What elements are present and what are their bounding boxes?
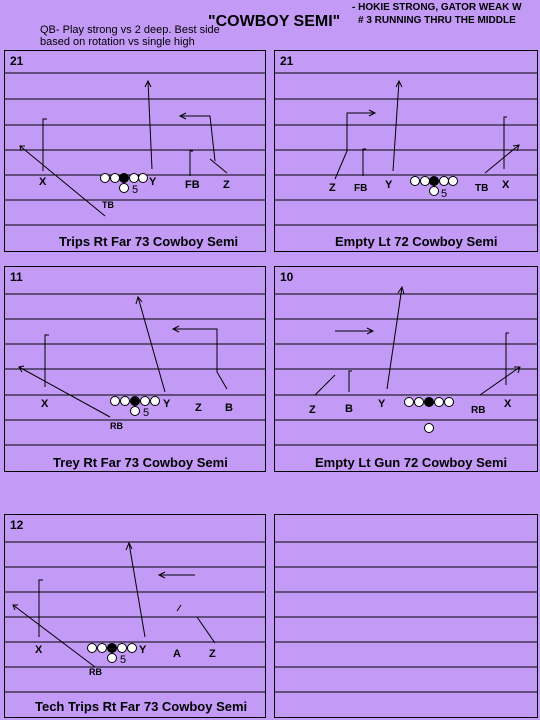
player-label: TB <box>102 200 114 210</box>
player-label: X <box>35 644 43 656</box>
player-label: RB <box>110 421 123 431</box>
player-label: TB <box>475 183 488 194</box>
play-title: Trey Rt Far 73 Cowboy Semi <box>53 455 228 470</box>
play-diagram-4: Z B Y RB X <box>275 285 537 446</box>
play-panel-1: X 5 Y FB Z TB 21 Trips Rt Far 73 Cowboy … <box>4 50 266 252</box>
play-number: 12 <box>10 518 24 532</box>
play-panel-4: Z B Y RB X 10 Empty Lt Gun 72 Cowboy Sem… <box>274 266 538 472</box>
play-panel-5: X 5 Y A Z RB 12 Tech Trips Rt Far 73 Cow… <box>4 514 266 718</box>
player-label: 5 <box>120 654 126 666</box>
header-note-1: - HOKIE STRONG, GATOR WEAK W <box>352 2 522 13</box>
play-panel-6 <box>274 514 538 718</box>
player-label: X <box>504 398 512 410</box>
play-diagram-6 <box>275 541 537 693</box>
player-label: 5 <box>143 407 149 419</box>
player-label: FB <box>185 179 200 191</box>
play-diagram-5: X 5 Y A Z RB <box>5 541 265 693</box>
play-title: Tech Trips Rt Far 73 Cowboy Semi <box>35 699 248 714</box>
player-label: 5 <box>441 188 447 200</box>
play-panel-2: Z FB Y 5 TB X 21 Empty Lt 72 Cowboy Semi <box>274 50 538 252</box>
play-title: Trips Rt Far 73 Cowboy Semi <box>59 234 239 249</box>
play-diagram-2: Z FB Y 5 TB X <box>275 72 537 226</box>
play-panel-3: X 5 Y Z B RB 11 Trey Rt Far 73 Cowboy Se… <box>4 266 266 472</box>
player-label: 5 <box>132 184 138 196</box>
player-label: X <box>39 176 47 188</box>
play-number: 10 <box>280 270 294 284</box>
player-label: Y <box>378 398 386 410</box>
player-label: X <box>502 179 510 191</box>
header-note-2: # 3 RUNNING THRU THE MIDDLE <box>358 15 516 26</box>
player-label: Z <box>209 648 216 660</box>
play-number: 21 <box>10 54 24 68</box>
play-number: 11 <box>10 270 23 284</box>
player-label: Z <box>309 404 316 416</box>
qb-note-1: QB- Play strong vs 2 deep. Best side <box>40 24 220 36</box>
player-label: X <box>41 398 49 410</box>
player-label: RB <box>89 667 102 677</box>
player-label: Y <box>385 179 393 191</box>
player-label: Z <box>223 179 230 191</box>
player-label: B <box>345 403 353 415</box>
player-label: Y <box>139 644 147 656</box>
player-label: Z <box>329 182 336 194</box>
player-label: B <box>225 402 233 414</box>
play-diagram-3: X 5 Y Z B RB <box>5 293 265 446</box>
play-number: 21 <box>280 54 294 68</box>
qb-note-2: based on rotation vs single high <box>40 36 195 48</box>
player-label: Y <box>149 176 157 188</box>
player-label: FB <box>354 183 367 194</box>
play-title: Empty Lt 72 Cowboy Semi <box>335 234 498 249</box>
player-label: Z <box>195 402 202 414</box>
player-label: RB <box>471 405 485 416</box>
play-diagram-1: X 5 Y FB Z TB <box>5 72 265 226</box>
play-title: Empty Lt Gun 72 Cowboy Semi <box>315 455 508 470</box>
player-label: Y <box>163 398 171 410</box>
page-title: "COWBOY SEMI" <box>208 13 341 30</box>
player-label: A <box>173 648 181 660</box>
